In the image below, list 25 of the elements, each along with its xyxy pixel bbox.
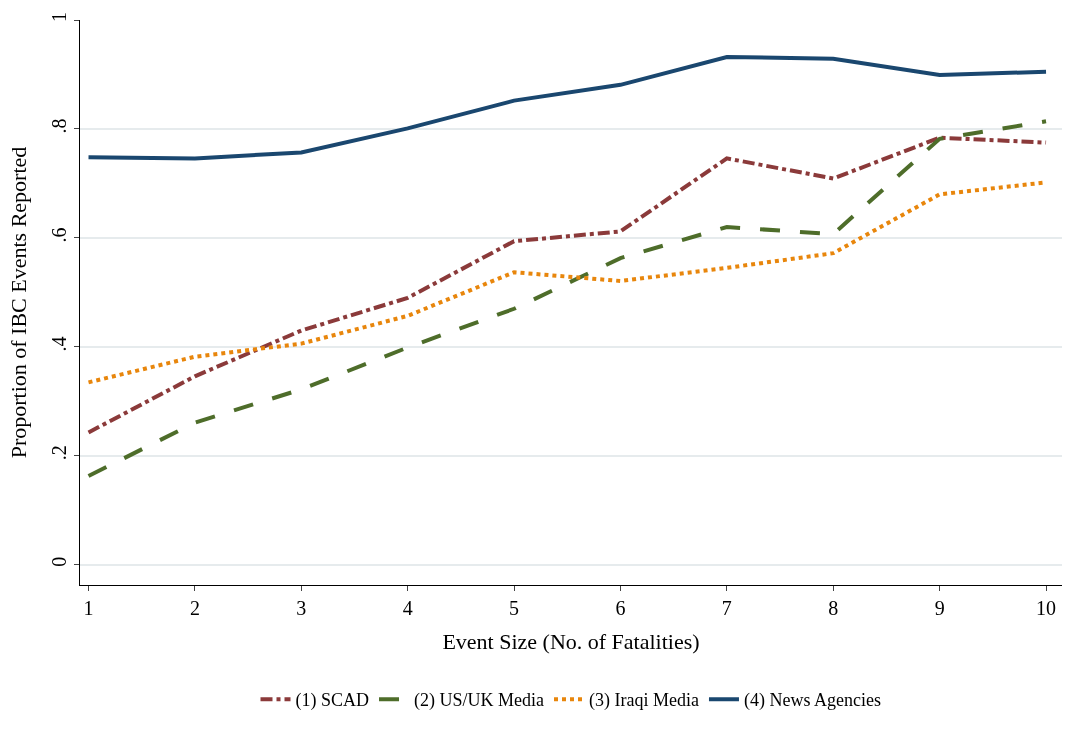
- x-tick-label: 8: [828, 597, 839, 619]
- line-series: [86, 55, 1049, 161]
- y-tick-label: .8: [48, 118, 70, 134]
- legend-label: (1) SCAD: [295, 690, 370, 712]
- x-tick-label: 7: [721, 597, 732, 619]
- y-tick-label: 0: [48, 556, 70, 567]
- legend-label: (4) News Agencies: [743, 690, 881, 712]
- x-tick-label: 5: [509, 597, 520, 619]
- x-tick-label: 1: [83, 597, 94, 619]
- legend-label: (3) Iraqi Media: [589, 690, 699, 712]
- x-tick-label: 3: [296, 597, 307, 619]
- y-tick-label: .4: [48, 336, 70, 352]
- y-tick-label: 1: [48, 12, 70, 22]
- x-tick-label: 2: [189, 597, 200, 619]
- line-series: [86, 119, 1049, 479]
- x-axis-title: Event Size (No. of Fatalities): [442, 628, 700, 654]
- x-tick-label: 6: [615, 597, 626, 619]
- x-tick-label: 4: [402, 597, 413, 619]
- y-tick-label: .6: [48, 227, 70, 243]
- y-axis-title: Proportion of IBC Events Reported: [5, 146, 31, 459]
- line-series: [86, 135, 1049, 435]
- y-tick-label: .2: [48, 445, 70, 461]
- x-tick-label: 10: [1036, 597, 1057, 619]
- x-tick-label: 9: [934, 597, 945, 619]
- legend-label: (2) US/UK Media: [414, 690, 545, 712]
